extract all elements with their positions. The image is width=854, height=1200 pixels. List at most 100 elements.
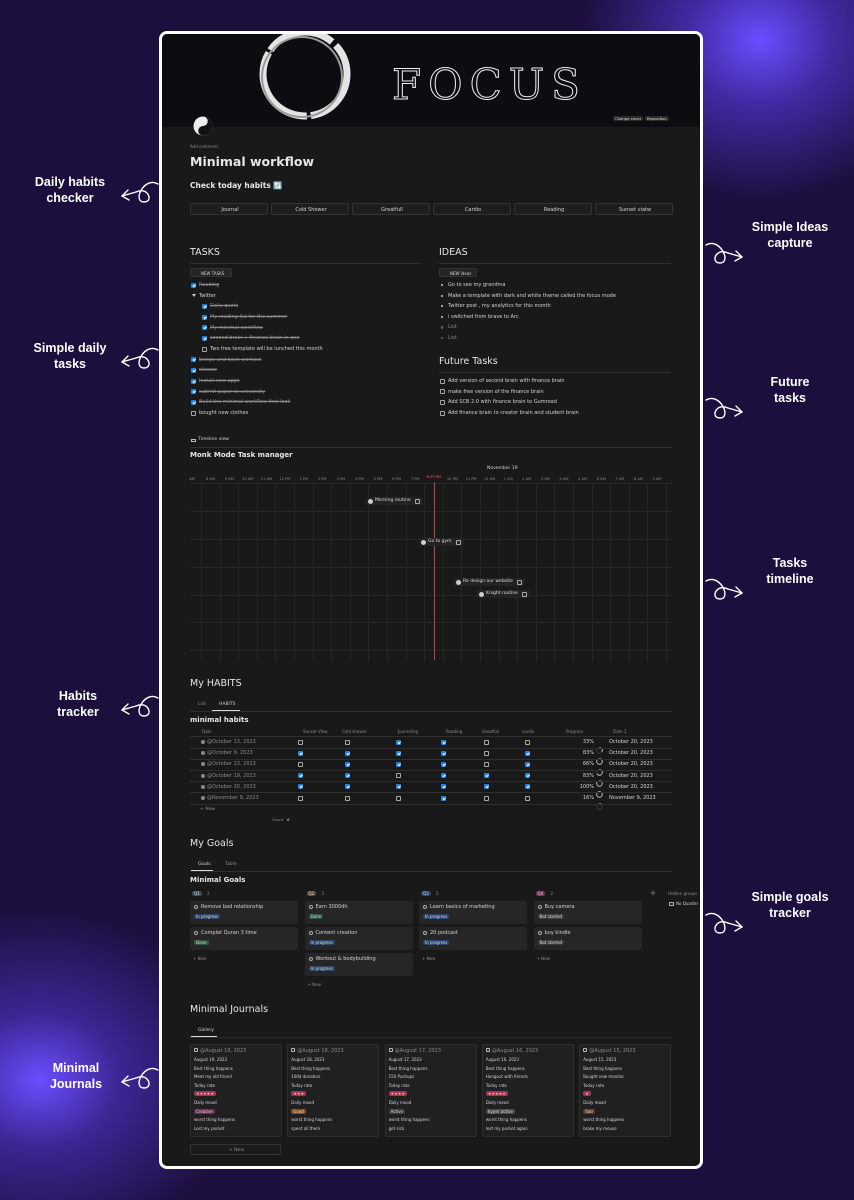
habit-checkbox[interactable]: [441, 784, 446, 790]
habit-checkbox[interactable]: [345, 784, 350, 790]
view-tab[interactable]: Goals: [198, 862, 211, 867]
habit-checkbox[interactable]: [525, 739, 530, 745]
habit-checkbox[interactable]: [441, 773, 446, 779]
habit-checkbox[interactable]: [484, 739, 489, 745]
row-date: @October 9, 2023: [207, 750, 253, 757]
journal-card[interactable]: @August 15, 2023 August 15, 2023 Best thin…: [579, 1044, 672, 1137]
new-card[interactable]: + New: [536, 956, 550, 961]
habit-button[interactable]: Sunset viatw: [595, 203, 673, 215]
goal-card[interactable]: Buy camera Not started: [533, 901, 642, 924]
habit-checkbox[interactable]: [345, 739, 350, 745]
habit-checkbox[interactable]: [484, 750, 489, 756]
progress-arc: [596, 769, 603, 776]
checkbox[interactable]: [440, 399, 445, 405]
checkbox[interactable]: [202, 346, 207, 352]
task-text: Build the minimal workflow first look: [199, 399, 291, 406]
habit-checkbox[interactable]: [298, 773, 303, 779]
habit-checkbox[interactable]: [345, 795, 350, 801]
habit-checkbox[interactable]: [396, 784, 401, 790]
habit-checkbox[interactable]: [484, 761, 489, 767]
habit-checkbox[interactable]: [396, 750, 401, 756]
cover-button[interactable]: Reposition: [645, 116, 669, 121]
habit-checkbox[interactable]: [396, 761, 401, 767]
habit-checkbox[interactable]: [298, 739, 303, 745]
habit-checkbox[interactable]: [298, 784, 303, 790]
habit-checkbox[interactable]: [525, 761, 530, 767]
habit-checkbox[interactable]: [441, 750, 446, 756]
habit-checkbox[interactable]: [441, 761, 446, 767]
habit-checkbox[interactable]: [345, 761, 350, 767]
journal-card[interactable]: @August 16, 2023 August 16, 2023 Best thin…: [481, 1044, 574, 1137]
view-tab[interactable]: Table: [225, 862, 237, 867]
habit-checkbox[interactable]: [298, 795, 303, 801]
goal-card[interactable]: Content creation In progress: [304, 927, 413, 950]
habit-checkbox[interactable]: [396, 773, 401, 779]
goal-card[interactable]: Remove bad relationship In progress: [190, 901, 298, 924]
habit-checkbox[interactable]: [345, 750, 350, 756]
new-button[interactable]: NEW TASKS: [190, 268, 232, 277]
checkbox[interactable]: [202, 314, 207, 320]
checkbox[interactable]: [191, 357, 196, 363]
checkbox[interactable]: [191, 378, 196, 384]
habit-button[interactable]: Cold Shower: [271, 203, 349, 215]
goal-card[interactable]: 20 podcast In progress: [419, 927, 527, 950]
journal-card[interactable]: @August 19, 2023 August 19, 2023 Best thin…: [190, 1044, 282, 1137]
habit-checkbox[interactable]: [441, 739, 446, 745]
checkbox[interactable]: [191, 410, 196, 416]
goal-card[interactable]: Earn 3000dh Done: [304, 901, 413, 924]
habit-checkbox[interactable]: [484, 795, 489, 801]
new-card[interactable]: + New: [307, 982, 321, 987]
field-label: Today rate: [291, 1082, 313, 1088]
goal-card[interactable]: Workout & bodybuilding In progress: [304, 953, 413, 976]
cover-button[interactable]: Change cover: [613, 116, 644, 121]
new-row[interactable]: + New: [200, 807, 216, 812]
journal-card[interactable]: @August 18, 2023 August 18, 2023 Best thin…: [287, 1044, 380, 1137]
habit-checkbox[interactable]: [525, 773, 530, 779]
habit-checkbox[interactable]: [345, 773, 350, 779]
timeline-grid-h: [190, 567, 672, 568]
view-tab[interactable]: HABITS: [219, 702, 236, 707]
habit-checkbox[interactable]: [525, 784, 530, 790]
checkbox[interactable]: [191, 399, 196, 405]
habit-checkbox[interactable]: [396, 795, 401, 801]
table-line: [190, 747, 672, 749]
new-card[interactable]: + New: [422, 956, 436, 961]
journal-card[interactable]: @August 17, 2023 August 17, 2023 Best thin…: [384, 1044, 477, 1137]
view-tab[interactable]: List: [198, 702, 206, 707]
goal-card[interactable]: Learn basics of marketing In progress: [419, 901, 527, 924]
checkbox[interactable]: [440, 389, 445, 395]
habit-checkbox[interactable]: [298, 750, 303, 756]
new-button[interactable]: + New: [190, 1144, 281, 1155]
habit-checkbox[interactable]: [441, 795, 446, 801]
checkbox[interactable]: [202, 325, 207, 331]
new-card[interactable]: + New: [193, 956, 207, 961]
habit-button[interactable]: Greatfull: [352, 203, 430, 215]
checkbox[interactable]: [191, 282, 196, 288]
habit-button[interactable]: Cardio: [433, 203, 511, 215]
checkbox[interactable]: [440, 410, 445, 416]
habit-checkbox[interactable]: [396, 739, 401, 745]
tab-underline: [191, 870, 213, 871]
item-checkbox: [455, 539, 461, 545]
habit-checkbox[interactable]: [484, 773, 489, 779]
new-button[interactable]: NEW ideas: [439, 268, 477, 277]
checkbox[interactable]: [202, 335, 207, 341]
checkbox[interactable]: [191, 389, 196, 395]
rate-pill: ★★★★★: [194, 1091, 216, 1097]
habit-button[interactable]: Journal: [190, 203, 268, 215]
habit-checkbox[interactable]: [484, 784, 489, 790]
habit-checkbox[interactable]: [298, 761, 303, 767]
timeline-item: Go to gym: [419, 538, 464, 546]
group-count: 2: [436, 890, 439, 896]
checkbox[interactable]: [202, 303, 207, 309]
field-label: worst thing happens: [583, 1117, 625, 1123]
view-tab[interactable]: Timeline view: [198, 437, 229, 442]
habit-checkbox[interactable]: [525, 795, 530, 801]
habit-button[interactable]: Reading: [514, 203, 592, 215]
goal-card[interactable]: Complet Quran 3 time Done: [190, 927, 298, 950]
checkbox[interactable]: [191, 367, 196, 373]
goal-card[interactable]: buy kindle Not started: [533, 927, 642, 950]
habit-checkbox[interactable]: [525, 750, 530, 756]
view-tab[interactable]: Gallery: [198, 1028, 215, 1033]
checkbox[interactable]: [440, 378, 445, 384]
